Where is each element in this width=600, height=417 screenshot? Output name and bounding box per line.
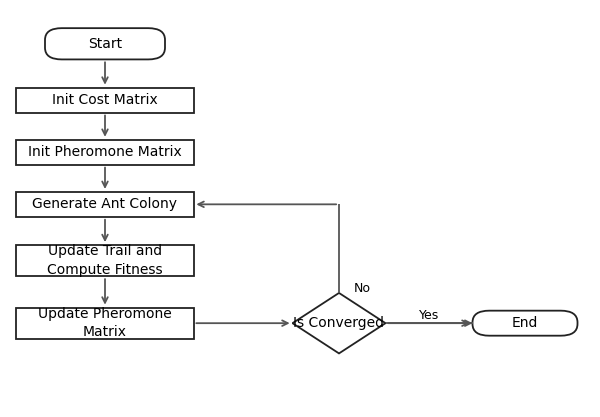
- Text: Is Converged: Is Converged: [293, 316, 385, 330]
- Text: End: End: [512, 316, 538, 330]
- FancyBboxPatch shape: [16, 308, 193, 339]
- Text: Update Pheromone
Matrix: Update Pheromone Matrix: [38, 307, 172, 339]
- FancyBboxPatch shape: [473, 311, 577, 336]
- FancyBboxPatch shape: [16, 140, 193, 165]
- Polygon shape: [292, 293, 386, 354]
- Text: Init Cost Matrix: Init Cost Matrix: [52, 93, 158, 107]
- FancyBboxPatch shape: [45, 28, 165, 59]
- Text: Start: Start: [88, 37, 122, 51]
- Text: No: No: [354, 282, 371, 295]
- Text: Generate Ant Colony: Generate Ant Colony: [32, 197, 178, 211]
- FancyBboxPatch shape: [16, 245, 193, 276]
- Text: Init Pheromone Matrix: Init Pheromone Matrix: [28, 145, 182, 159]
- FancyBboxPatch shape: [16, 192, 193, 217]
- Text: Yes: Yes: [419, 309, 439, 322]
- Text: Update Trail and
Compute Fitness: Update Trail and Compute Fitness: [47, 244, 163, 277]
- FancyBboxPatch shape: [16, 88, 193, 113]
